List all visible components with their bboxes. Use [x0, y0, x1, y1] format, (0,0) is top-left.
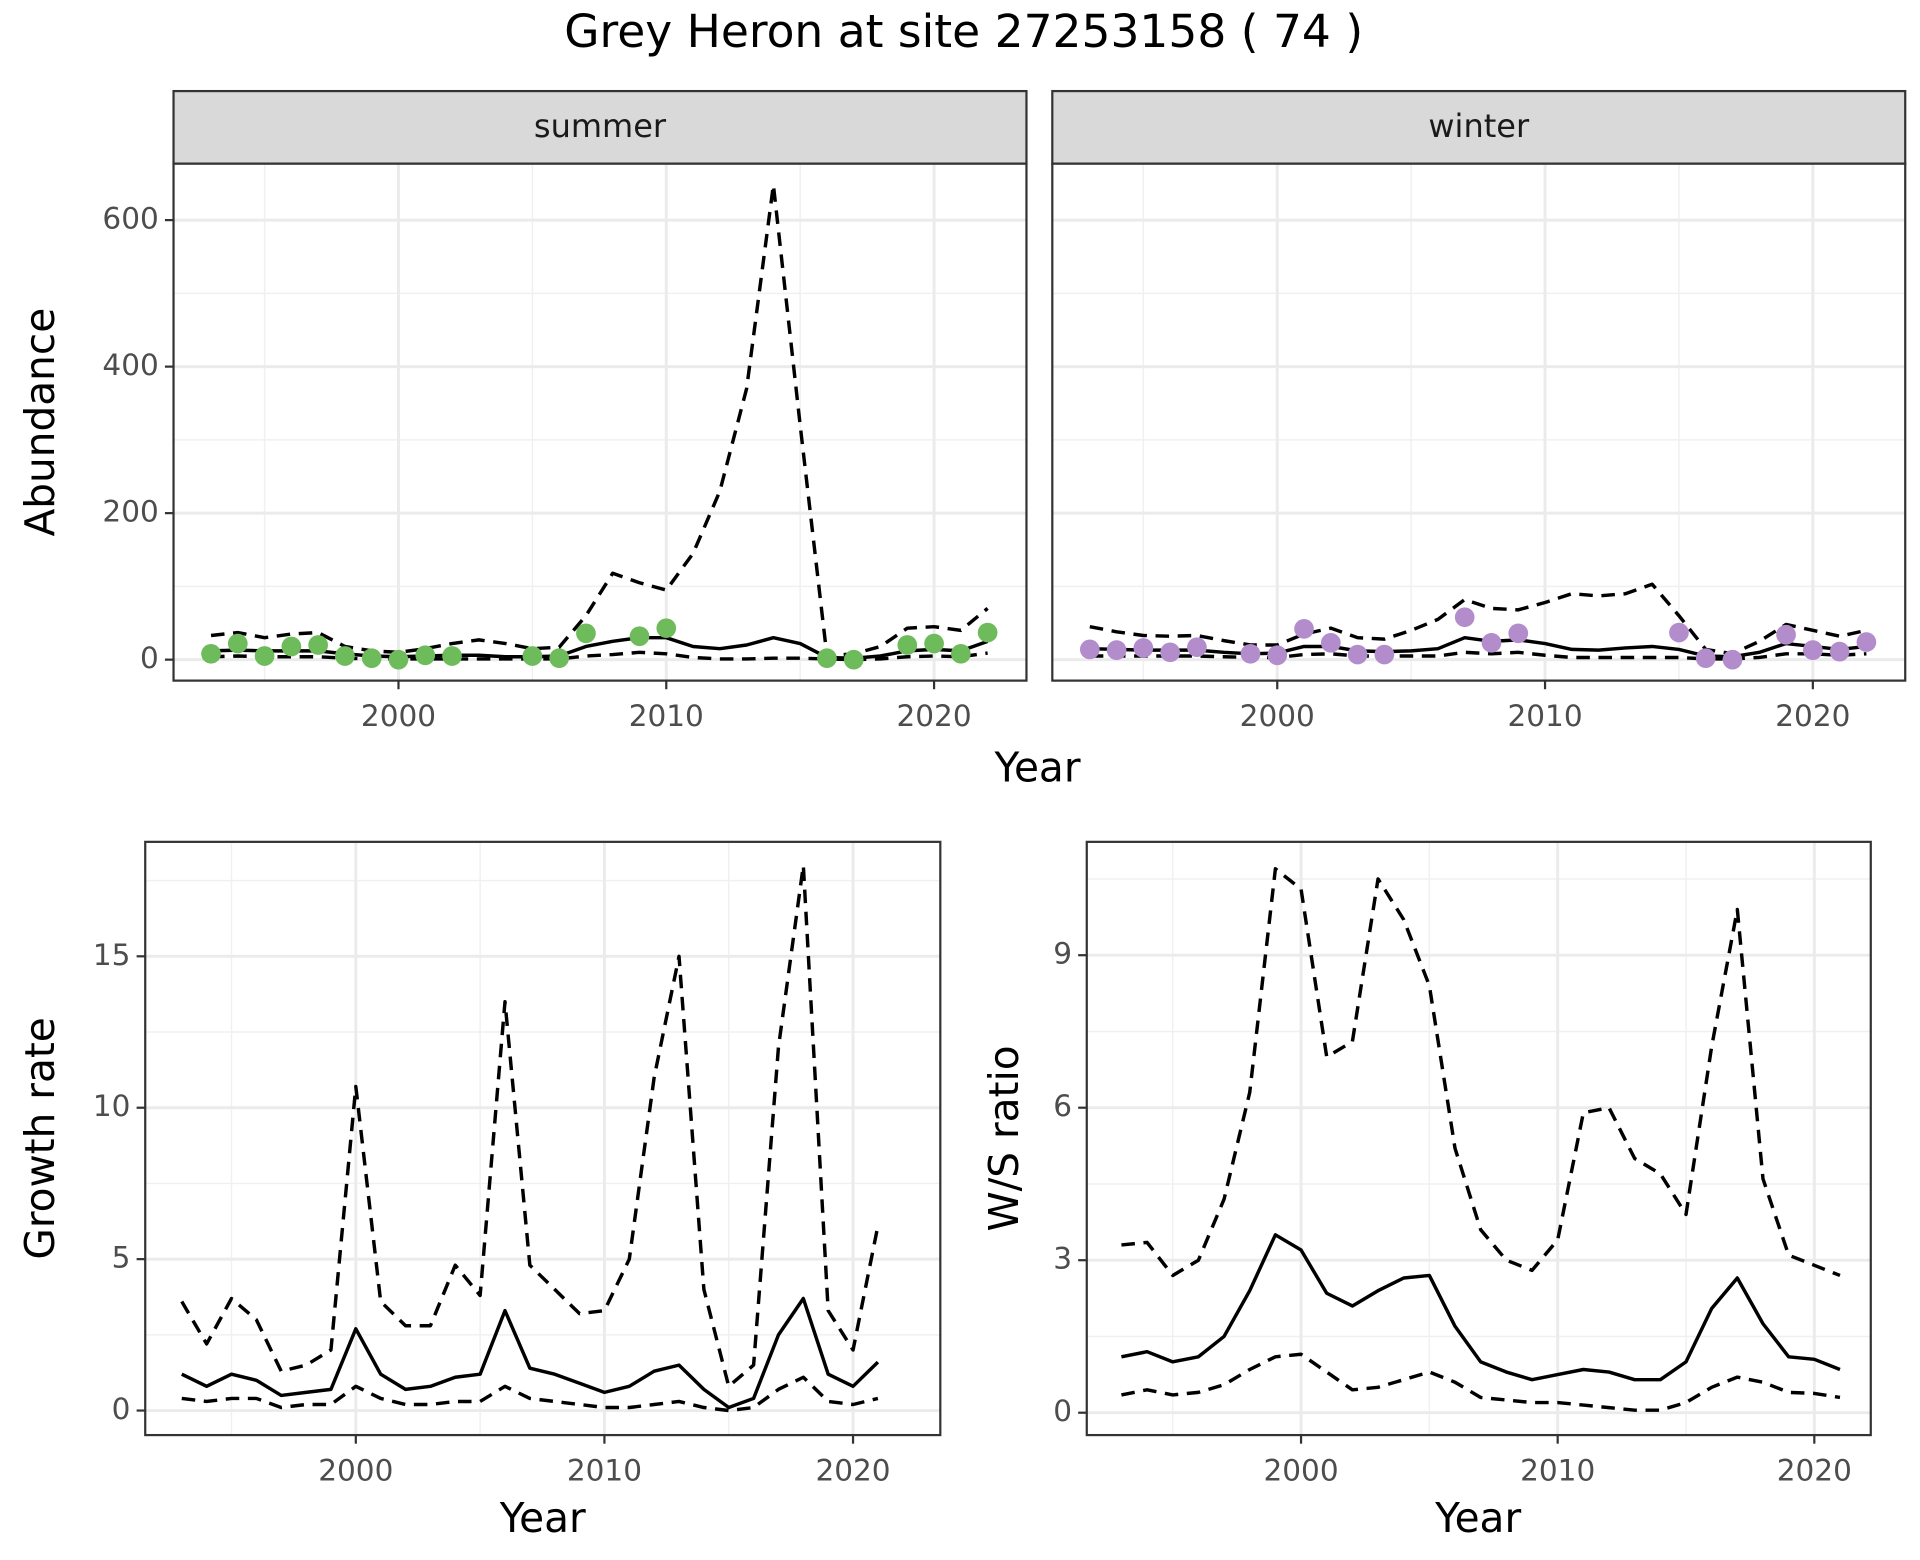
- plot-background: [1086, 841, 1871, 1436]
- data-point: [977, 622, 998, 643]
- x-tick-label: 2010: [1507, 699, 1582, 733]
- data-point: [1508, 623, 1529, 644]
- data-point: [201, 643, 221, 664]
- x-axis-title: Year: [1434, 1494, 1521, 1542]
- x-tick-label: 2020: [815, 1453, 890, 1487]
- y-tick-label: 3: [1053, 1242, 1072, 1276]
- data-point: [522, 646, 543, 666]
- data-point: [1133, 638, 1154, 658]
- y-tick-label: 0: [140, 641, 159, 675]
- line-series: [1121, 1352, 1841, 1412]
- data-point: [629, 626, 650, 647]
- y-tick-label: 5: [112, 1241, 131, 1275]
- data-point: [656, 618, 677, 639]
- x-tick-label: 2000: [318, 1453, 393, 1487]
- data-point: [442, 646, 462, 666]
- data-point: [1240, 643, 1261, 664]
- panel-border: [144, 840, 942, 1437]
- y-axis-title: Abundance: [16, 308, 64, 537]
- data-point: [1079, 639, 1100, 660]
- data-point: [1802, 640, 1823, 660]
- figure-title: Grey Heron at site 27253158 ( 74 ): [564, 5, 1363, 58]
- data-point: [1160, 642, 1180, 663]
- data-point: [1454, 607, 1475, 628]
- data-point: [924, 633, 944, 654]
- data-point: [1856, 632, 1877, 652]
- data-point: [1829, 641, 1850, 662]
- panel-border: [1085, 840, 1872, 1437]
- y-tick-label: 0: [1053, 1394, 1072, 1428]
- y-tick-label: 0: [112, 1392, 131, 1426]
- data-point: [1695, 648, 1716, 669]
- facet-label: summer: [534, 107, 667, 145]
- x-tick-label: 2020: [1775, 699, 1850, 733]
- data-point: [254, 646, 275, 666]
- data-point: [1267, 645, 1288, 666]
- plot-background: [145, 841, 941, 1436]
- y-tick-label: 15: [93, 938, 131, 972]
- data-point: [1294, 619, 1314, 639]
- data-point: [1106, 640, 1127, 660]
- data-point: [308, 635, 328, 655]
- x-tick-label: 2010: [1520, 1453, 1595, 1487]
- data-point: [1187, 637, 1207, 658]
- x-tick-label: 2010: [567, 1453, 642, 1487]
- facet-strip: [172, 89, 1028, 165]
- data-point: [388, 649, 409, 670]
- x-axis-title: Year: [499, 1494, 586, 1542]
- line-series: [1121, 867, 1841, 1278]
- data-point: [361, 648, 382, 669]
- data-point: [1374, 644, 1395, 665]
- y-tick-label: 400: [102, 348, 158, 382]
- data-point: [1347, 644, 1368, 665]
- panel-border: [1051, 162, 1907, 682]
- y-tick-label: 600: [102, 202, 158, 236]
- data-point: [951, 643, 971, 664]
- x-tick-label: 2020: [897, 699, 972, 733]
- data-point: [1669, 622, 1689, 643]
- facet-label: winter: [1428, 107, 1530, 145]
- data-point: [335, 646, 355, 666]
- line-series: [210, 183, 989, 658]
- panel-border: [172, 162, 1028, 682]
- data-point: [415, 645, 436, 666]
- y-axis-title: Growth rate: [16, 1017, 64, 1259]
- data-point: [897, 635, 918, 655]
- data-point: [576, 623, 596, 644]
- data-point: [281, 636, 302, 657]
- y-tick-label: 10: [93, 1089, 131, 1123]
- x-tick-label: 2000: [1240, 699, 1315, 733]
- line-series: [181, 1296, 880, 1410]
- x-tick-label: 2010: [629, 699, 704, 733]
- data-point: [1320, 632, 1341, 653]
- x-axis-title: Year: [994, 743, 1081, 791]
- data-point: [1481, 632, 1502, 653]
- data-point: [227, 633, 248, 654]
- line-series: [180, 863, 880, 1389]
- facet-strip: [1051, 89, 1907, 165]
- x-tick-label: 2000: [361, 699, 436, 733]
- plot-background: [173, 163, 1027, 681]
- data-point: [817, 648, 837, 669]
- plot-background: [1052, 163, 1906, 681]
- y-tick-label: 9: [1053, 937, 1072, 971]
- data-point: [1776, 624, 1796, 645]
- y-tick-label: 200: [102, 495, 158, 529]
- line-series: [181, 1375, 879, 1413]
- line-series: [1089, 582, 1867, 656]
- data-point: [1722, 649, 1743, 670]
- y-tick-label: 6: [1053, 1089, 1072, 1123]
- x-tick-label: 2020: [1777, 1453, 1852, 1487]
- y-axis-title: W/S ratio: [980, 1045, 1028, 1231]
- x-tick-label: 2000: [1263, 1453, 1338, 1487]
- data-point: [843, 649, 864, 670]
- line-series: [1121, 1233, 1841, 1382]
- data-point: [549, 648, 570, 669]
